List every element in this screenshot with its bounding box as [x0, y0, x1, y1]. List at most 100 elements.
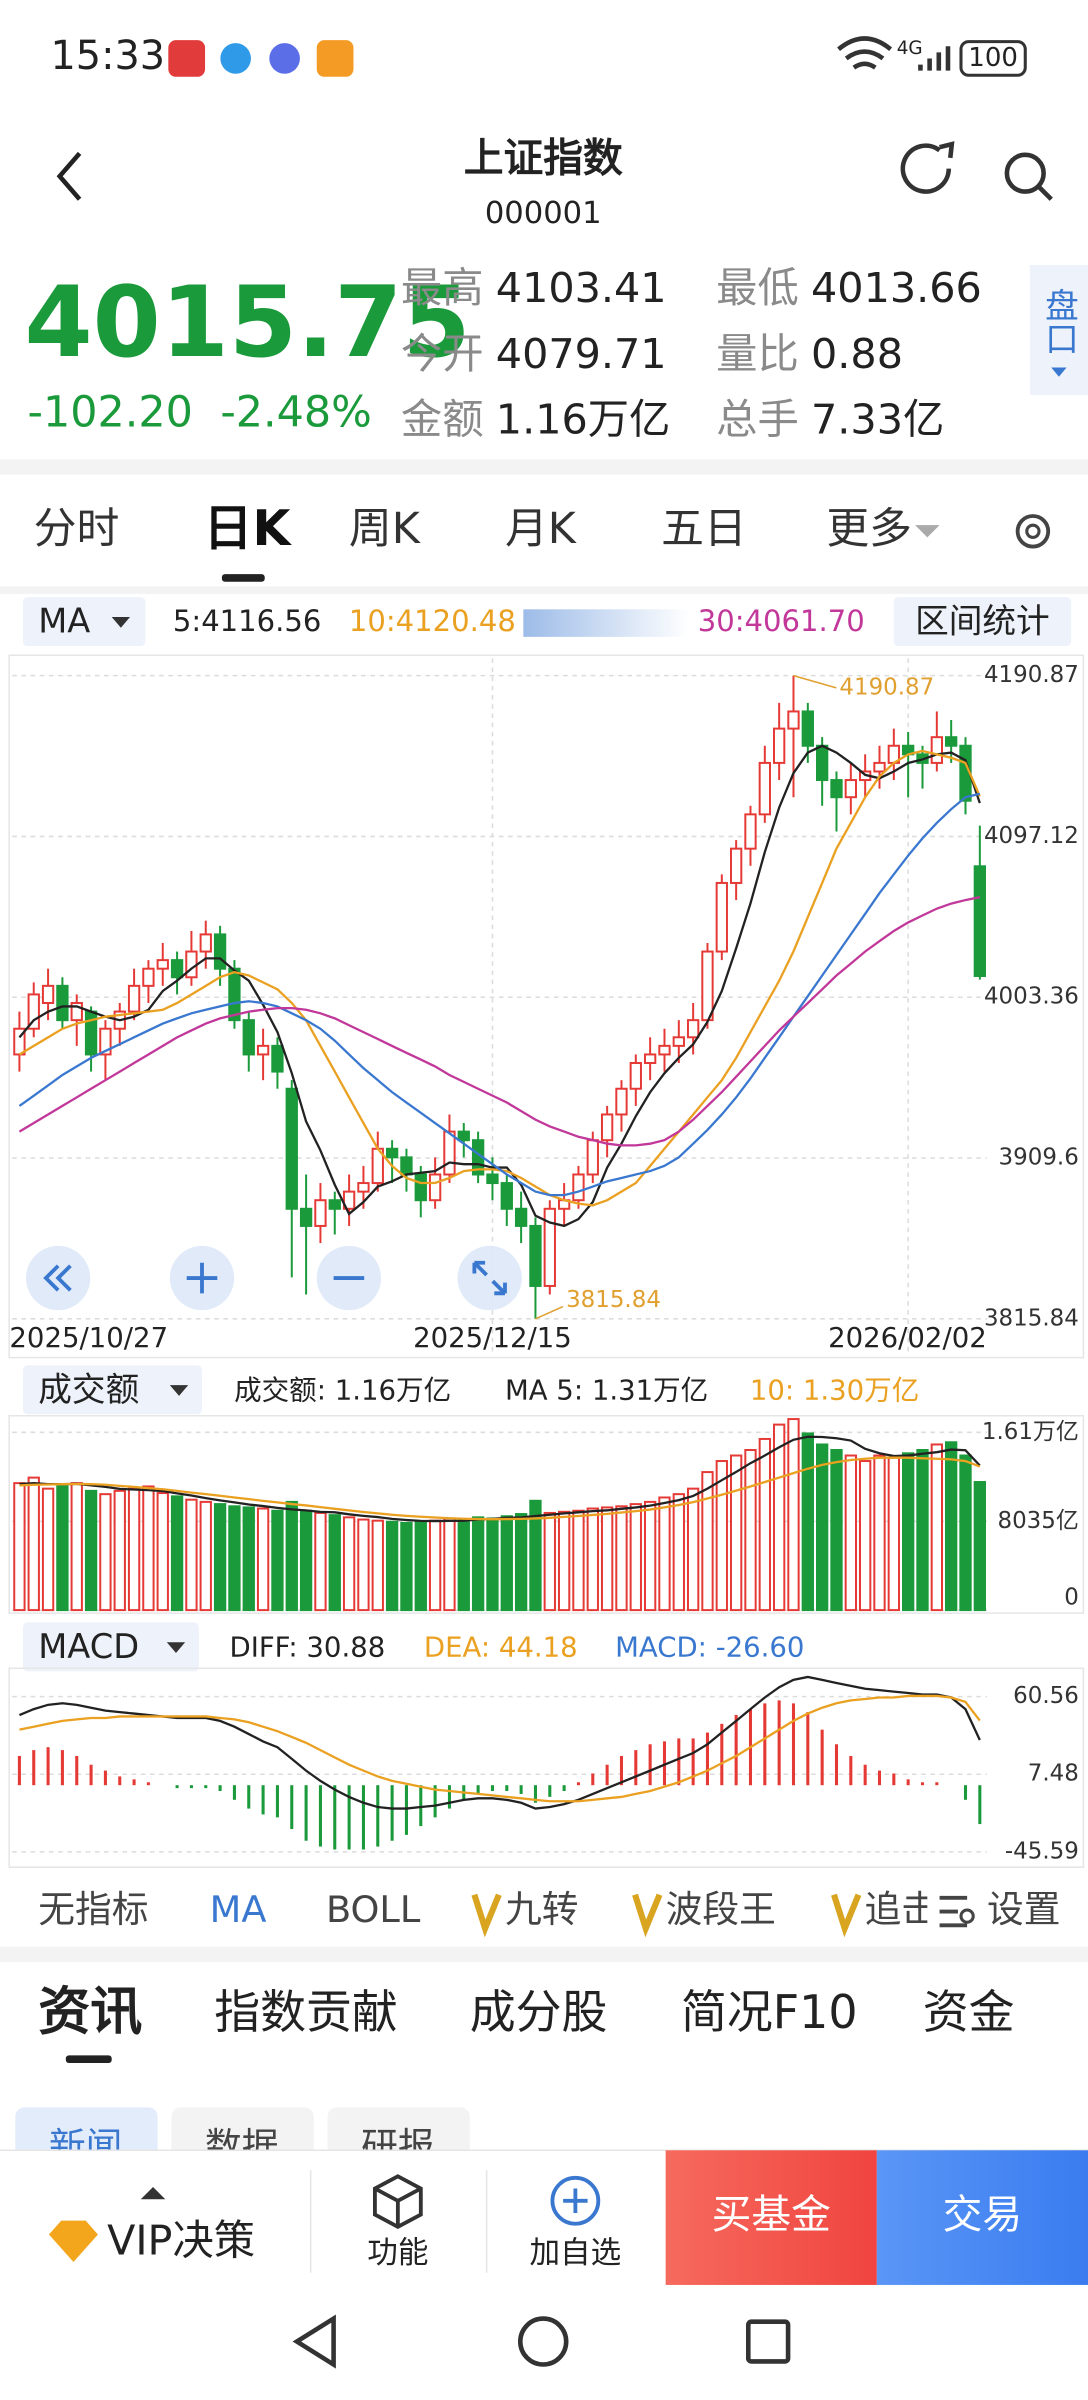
settings-button[interactable]: 设置	[987, 1888, 1060, 1931]
range-stats-label: 区间统计	[915, 602, 1050, 641]
candle-body	[672, 1036, 685, 1047]
candle-body	[629, 1062, 642, 1090]
volume-menu[interactable]	[22, 1365, 202, 1415]
volume-bar	[371, 1519, 384, 1612]
period-tab[interactable]: 日K	[204, 500, 293, 557]
candle-body	[615, 1087, 628, 1116]
network-label: 4G	[897, 38, 923, 59]
ma-menu[interactable]	[22, 597, 146, 647]
x-tick-label: 2025/10/27	[9, 1322, 168, 1354]
candle-body	[815, 744, 829, 782]
volume-bar	[529, 1499, 542, 1612]
wifi-icon	[837, 36, 893, 70]
volume-bar	[113, 1489, 126, 1612]
trade-button[interactable]	[876, 2150, 1088, 2285]
volume-bar	[930, 1443, 943, 1612]
expand-arrow	[140, 2187, 166, 2200]
nav-recent[interactable]	[745, 2319, 791, 2364]
period-tab[interactable]: 月K	[505, 504, 577, 554]
stock-code: 000001	[485, 196, 602, 231]
info-tab[interactable]: 成分股	[470, 1985, 608, 2039]
function-icon	[372, 2174, 423, 2229]
v-logo	[632, 1893, 663, 1938]
vip-icon	[48, 2220, 98, 2262]
info-tab[interactable]: 资金	[923, 1985, 1015, 2039]
candle-body	[930, 736, 943, 764]
y-tick-label: 1.61万亿	[982, 1419, 1079, 1445]
macd-menu[interactable]	[22, 1622, 199, 1672]
scroll-left-button[interactable]	[26, 1245, 91, 1311]
candle-body	[70, 1002, 83, 1022]
indicator-line	[18, 792, 981, 1197]
indicator-tab[interactable]: 九转	[505, 1888, 578, 1931]
volume-bar	[514, 1513, 528, 1612]
indicator-line	[18, 1675, 981, 1810]
info-tab[interactable]: 简况F10	[681, 1985, 858, 2039]
divider	[0, 459, 1088, 475]
period-tab[interactable]: 分时	[34, 504, 120, 554]
indicator-tab[interactable]: 无指标	[38, 1888, 148, 1931]
chart-settings[interactable]	[1015, 514, 1051, 549]
volume-bar	[228, 1505, 241, 1612]
period-tab[interactable]: 周K	[349, 504, 421, 554]
range-stats-button[interactable]	[893, 597, 1072, 647]
indicator-tab[interactable]: 波段王	[666, 1888, 776, 1931]
battery-level: 100	[968, 43, 1018, 73]
volume-bar	[615, 1505, 628, 1612]
side-tab-label: 盘口	[1039, 288, 1078, 356]
volume-bar	[586, 1507, 599, 1612]
candle-body	[56, 984, 69, 1022]
stat-label: 最高	[401, 264, 484, 312]
indicator-tab[interactable]: 追击	[865, 1888, 938, 1931]
buy-fund-button[interactable]	[665, 2150, 877, 2285]
y-tick-label: 4190.87	[984, 662, 1079, 688]
volume-bar	[457, 1518, 470, 1612]
indicator-line	[19, 1456, 981, 1521]
settings-icon	[939, 1895, 968, 1928]
candle-body	[357, 1182, 370, 1193]
volume-bar	[271, 1509, 284, 1612]
volume-bar	[686, 1487, 700, 1612]
period-tab[interactable]: 五日	[661, 504, 747, 554]
vip-button[interactable]: VIP决策	[107, 2217, 255, 2265]
volume-bar	[815, 1443, 829, 1612]
period-tab[interactable]: 更多	[826, 504, 912, 554]
volume-bar	[400, 1521, 413, 1612]
candle-body	[586, 1139, 599, 1176]
y-tick-label: 4097.12	[984, 823, 1079, 849]
charts: 4190.87 4097.12 4003.36 3909.6 3815.84 2025/1…	[9, 658, 1079, 1864]
info-tab[interactable]: 指数贡献	[214, 1985, 398, 2039]
back-button[interactable]	[56, 151, 82, 201]
candle-body	[572, 1173, 585, 1202]
refresh-button[interactable]	[900, 141, 955, 194]
candle-body	[142, 967, 155, 987]
min-label: 3815.84	[566, 1287, 661, 1313]
app-icon	[220, 43, 251, 74]
watchlist-button[interactable]: 加自选	[529, 2236, 621, 2271]
signal-icon	[918, 46, 951, 71]
indicator-tab[interactable]: BOLL	[326, 1888, 421, 1931]
nav-home[interactable]	[517, 2316, 569, 2367]
volume-bar	[744, 1448, 757, 1612]
macd-menu-label: MACD	[38, 1627, 139, 1666]
info-tab[interactable]: 资讯	[38, 1983, 142, 2043]
zoom-in-button[interactable]	[169, 1245, 235, 1311]
ma-legend: 30:4061.70	[698, 604, 865, 638]
stat-label: 量比	[716, 330, 799, 378]
menu-arrow	[169, 1385, 189, 1396]
fullscreen-button[interactable]	[457, 1245, 522, 1311]
ma-menu-label: MA	[38, 602, 90, 641]
zoom-out-button[interactable]	[316, 1245, 382, 1311]
divider	[0, 586, 1088, 595]
indicator-tab[interactable]: MA	[210, 1888, 267, 1931]
candle-body	[271, 1044, 284, 1073]
candle-body	[328, 1199, 341, 1210]
function-button[interactable]: 功能	[367, 2236, 428, 2271]
nav-back[interactable]	[292, 2314, 336, 2369]
candle-body	[873, 761, 886, 773]
candle-body	[715, 881, 728, 953]
candle-body	[84, 1010, 98, 1056]
search-button[interactable]	[1004, 152, 1053, 201]
